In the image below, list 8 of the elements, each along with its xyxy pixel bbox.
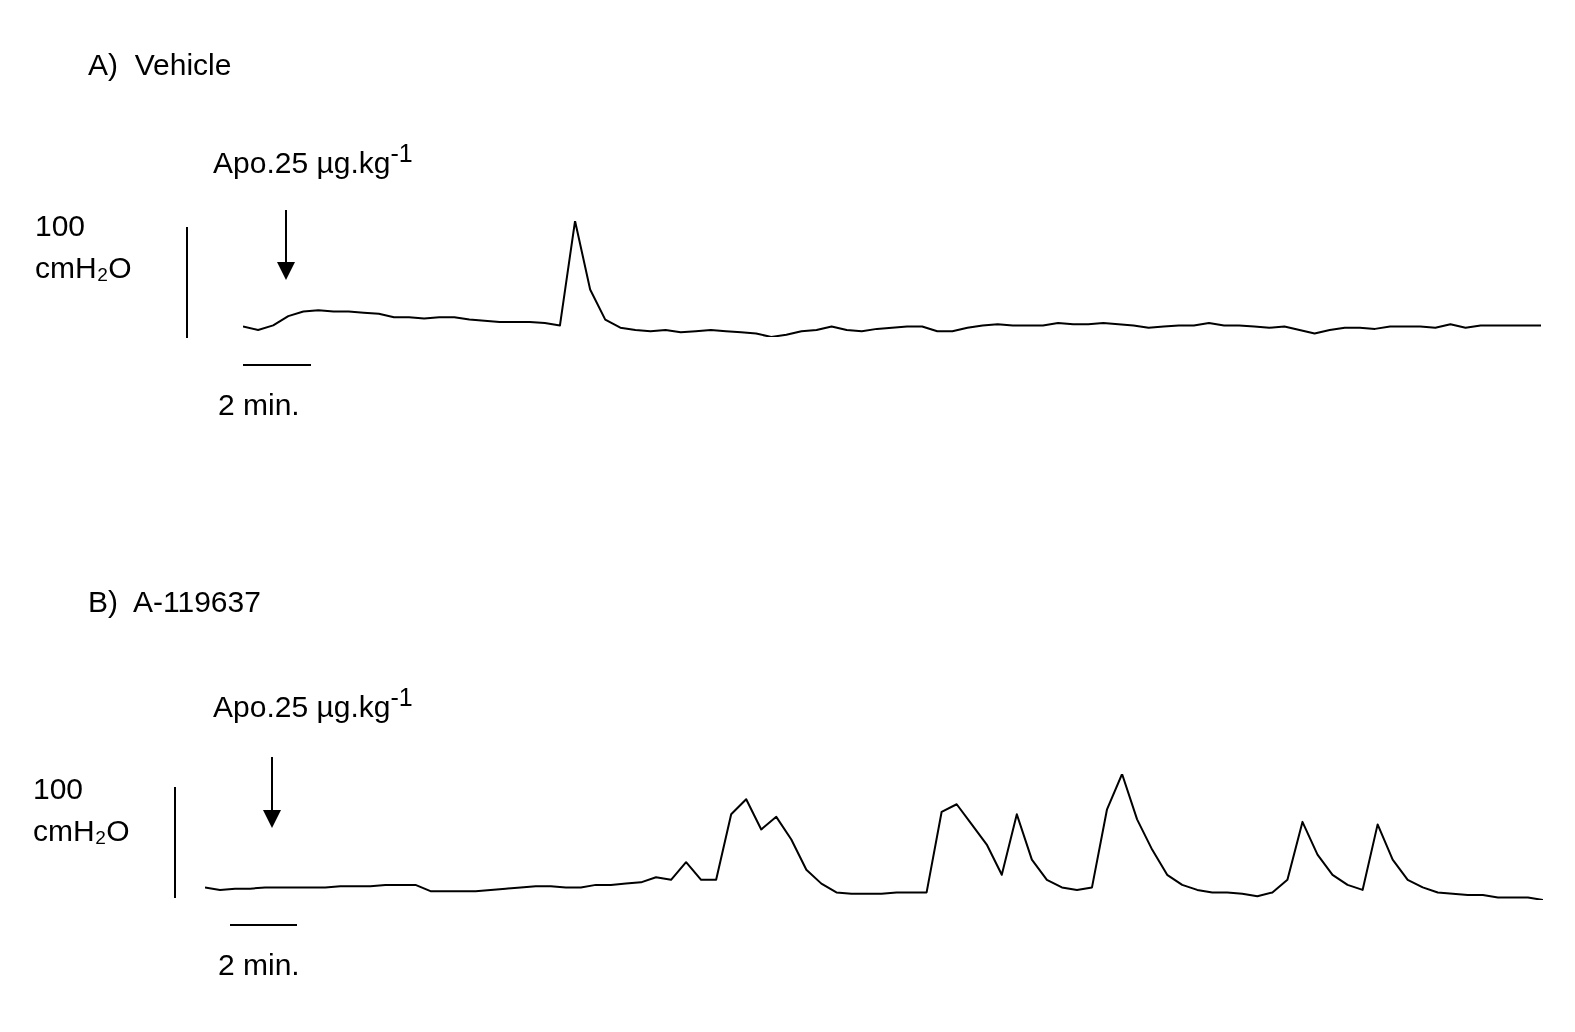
text: 2 min. — [218, 388, 300, 421]
text: 2 min. — [218, 948, 300, 981]
chart-title: A) Vehicle — [88, 48, 232, 81]
text: Apo.25 µg.kg$^{-1}$ — [213, 683, 413, 723]
text: Apo.25 µg.kg$^{-1}$ — [213, 139, 413, 179]
text: 100 cmH₂O — [35, 208, 133, 286]
chart-title: B) A-119637 — [88, 585, 261, 618]
text: 100 cmH₂O — [33, 771, 131, 849]
